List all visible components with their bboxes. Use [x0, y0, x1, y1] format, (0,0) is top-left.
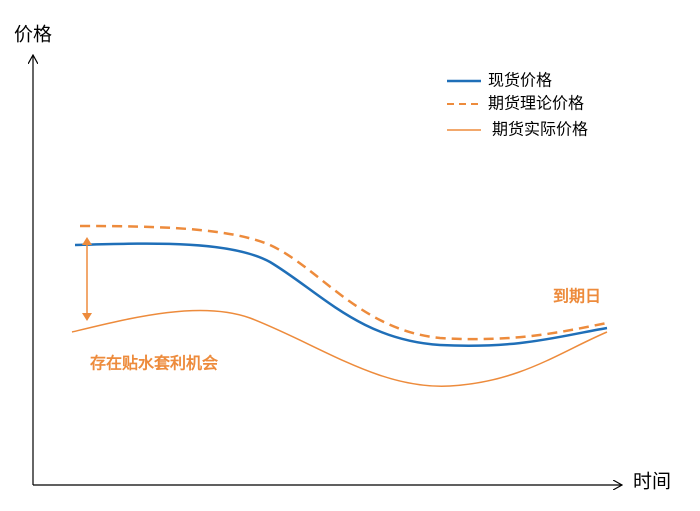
x-axis-label: 时间 — [633, 471, 671, 493]
futures-theoretical-curve — [79, 224, 608, 341]
legend-label: 现货价格 — [488, 71, 552, 90]
y-axis-label: 价格 — [14, 24, 52, 46]
legend-label: 期货理论价格 — [488, 94, 584, 113]
futures-actual-curve — [71, 309, 608, 387]
opportunity-label: 存在贴水套利机会 — [90, 354, 218, 373]
spot-curve — [74, 242, 608, 347]
legend-label: 期货实际价格 — [492, 120, 588, 139]
expiry-label: 到期日 — [553, 287, 601, 306]
